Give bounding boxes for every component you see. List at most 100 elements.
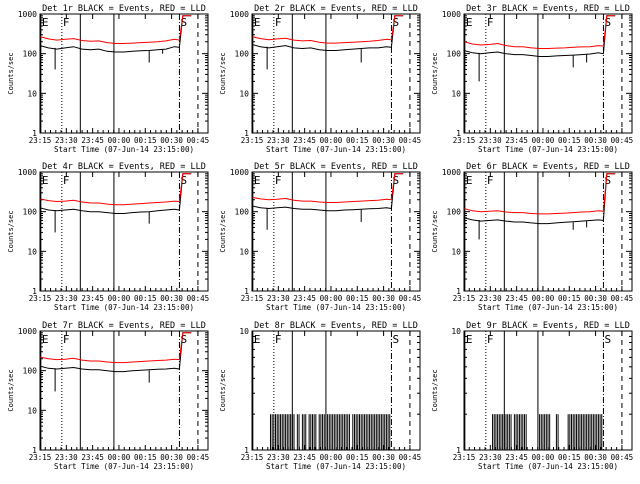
- x-tick-label: 00:45: [611, 294, 634, 303]
- x-tick-label: 00:15: [558, 294, 581, 303]
- panel-title: Det 5r BLACK = Events, RED = LLD: [254, 162, 418, 172]
- event-marker-label: F: [63, 174, 70, 187]
- x-tick-label: 00:30: [584, 136, 607, 145]
- events-series-line: [39, 15, 192, 53]
- plot-frame: [251, 13, 421, 134]
- panel-title: Det 4r BLACK = Events, RED = LLD: [42, 162, 206, 172]
- lld-series-line: [463, 173, 616, 215]
- y-tick-label: 10: [451, 247, 461, 256]
- x-axis-label: Start Time (07-Jun-14 23:15:00): [54, 145, 194, 154]
- x-tick-label: 23:45: [81, 136, 104, 145]
- x-tick-label: 23:45: [293, 453, 316, 462]
- x-tick-label: 00:30: [372, 453, 395, 462]
- x-tick-label: 00:45: [399, 136, 422, 145]
- x-tick-label: 00:00: [532, 136, 555, 145]
- y-tick-label: 1000: [18, 168, 37, 177]
- y-axis-label: Counts/sec: [431, 210, 439, 252]
- y-tick-label: 1: [244, 446, 249, 455]
- plot-frame: [39, 171, 209, 292]
- events-series-line: [39, 173, 192, 214]
- x-tick-label: 00:15: [134, 136, 157, 145]
- lld-series-line: [251, 173, 404, 203]
- events-series-line: [463, 15, 616, 57]
- events-series-line: [251, 15, 404, 51]
- event-marker-label: S: [604, 333, 611, 346]
- lld-series-line: [39, 173, 192, 206]
- y-tick-label: 10: [27, 89, 37, 98]
- plot-frame: [39, 13, 209, 134]
- y-tick-label: 10: [27, 406, 37, 415]
- y-tick-label: 1000: [18, 10, 37, 19]
- x-tick-label: 00:15: [346, 294, 369, 303]
- y-tick-label: 1000: [442, 10, 461, 19]
- x-tick-label: 00:15: [134, 453, 157, 462]
- x-tick-label: 23:15: [241, 136, 264, 145]
- y-tick-label: 1000: [18, 327, 37, 336]
- y-tick-label: 1: [456, 446, 461, 455]
- panel-title: Det 6r BLACK = Events, RED = LLD: [466, 162, 630, 172]
- event-marker-label: S: [392, 333, 399, 346]
- x-tick-label: 00:30: [160, 453, 183, 462]
- x-tick-label: 00:45: [187, 294, 210, 303]
- y-axis-label: Counts/sec: [7, 52, 15, 94]
- event-marker-label: S: [604, 16, 611, 29]
- y-tick-label: 10: [451, 89, 461, 98]
- event-marker-label: S: [392, 174, 399, 187]
- x-tick-label: 00:15: [346, 453, 369, 462]
- x-tick-label: 23:30: [479, 136, 502, 145]
- event-marker-label: F: [63, 16, 70, 29]
- detector-panel-9: Det 9r BLACK = Events, RED = LLD Counts/s…: [431, 321, 633, 471]
- detector-panel-2: Det 2r BLACK = Events, RED = LLD Counts/s…: [219, 4, 421, 154]
- lld-series-line: [39, 332, 192, 364]
- detector-panel-4: Det 4r BLACK = Events, RED = LLD Counts/s…: [7, 162, 209, 312]
- event-marker-label: S: [604, 174, 611, 187]
- plot-frame: [251, 330, 421, 451]
- detector-panel-6: Det 6r BLACK = Events, RED = LLD Counts/s…: [431, 162, 633, 312]
- x-tick-label: 00:15: [346, 136, 369, 145]
- detector-panel-8: Det 8r BLACK = Events, RED = LLD Counts/s…: [219, 321, 421, 471]
- event-marker-label: E: [466, 333, 473, 346]
- x-tick-label: 23:30: [267, 294, 290, 303]
- plot-frame: [463, 330, 633, 451]
- plot-frame: [251, 171, 421, 292]
- x-tick-label: 23:45: [505, 294, 528, 303]
- y-tick-label: 1: [32, 129, 37, 138]
- x-tick-label: 23:45: [81, 453, 104, 462]
- panel-title: Det 9r BLACK = Events, RED = LLD: [466, 321, 630, 331]
- x-tick-label: 00:45: [611, 136, 634, 145]
- panel-title: Det 7r BLACK = Events, RED = LLD: [42, 321, 206, 331]
- event-marker-label: E: [42, 333, 49, 346]
- x-tick-label: 23:45: [505, 136, 528, 145]
- x-tick-label: 00:00: [532, 453, 555, 462]
- x-tick-label: 00:30: [160, 294, 183, 303]
- x-tick-label: 00:15: [134, 294, 157, 303]
- x-tick-label: 23:30: [55, 453, 78, 462]
- y-tick-label: 100: [23, 367, 38, 376]
- x-tick-label: 00:00: [108, 294, 131, 303]
- x-tick-label: 00:45: [399, 453, 422, 462]
- y-axis-label: Counts/sec: [219, 52, 227, 94]
- event-marker-label: E: [254, 16, 261, 29]
- panel-title: Det 2r BLACK = Events, RED = LLD: [254, 4, 418, 14]
- detector-panel-7: Det 7r BLACK = Events, RED = LLD Counts/s…: [7, 321, 209, 471]
- x-axis-label: Start Time (07-Jun-14 23:15:00): [478, 462, 618, 471]
- y-tick-label: 10: [27, 247, 37, 256]
- x-tick-label: 23:15: [241, 294, 264, 303]
- events-series-line: [463, 173, 616, 225]
- x-tick-label: 23:45: [293, 294, 316, 303]
- event-marker-label: E: [42, 174, 49, 187]
- event-marker-label: S: [392, 16, 399, 29]
- x-tick-label: 23:45: [81, 294, 104, 303]
- event-marker-label: F: [487, 16, 494, 29]
- y-tick-label: 10: [239, 89, 249, 98]
- y-tick-label: 10: [239, 327, 249, 336]
- y-tick-label: 1: [32, 446, 37, 455]
- panel-title: Det 1r BLACK = Events, RED = LLD: [42, 4, 206, 14]
- detector-panel-1: Det 1r BLACK = Events, RED = LLD Counts/s…: [7, 4, 209, 154]
- lld-series-line: [463, 15, 616, 49]
- event-marker-label: E: [254, 333, 261, 346]
- y-axis-label: Counts/sec: [219, 210, 227, 252]
- y-tick-label: 100: [235, 50, 250, 59]
